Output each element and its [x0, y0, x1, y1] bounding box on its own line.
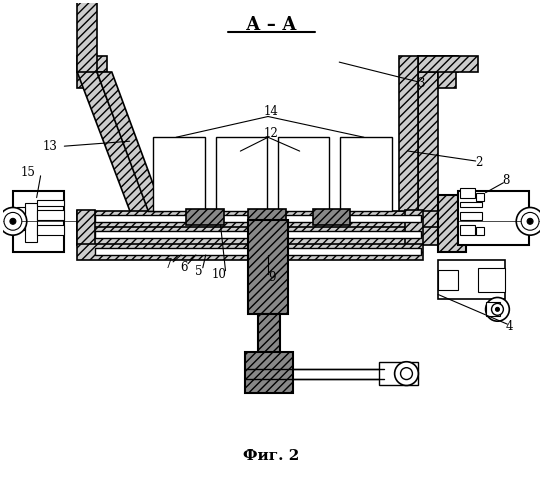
Bar	[17, 208, 25, 216]
Bar	[458, 190, 529, 245]
Bar	[77, 0, 97, 88]
Text: 8: 8	[503, 174, 510, 188]
Bar	[485, 302, 501, 316]
Bar	[438, 270, 458, 289]
Circle shape	[401, 368, 413, 380]
Bar	[77, 210, 95, 245]
Bar	[25, 202, 36, 242]
Text: 15: 15	[21, 166, 36, 179]
Bar	[36, 210, 64, 220]
Bar	[36, 200, 64, 205]
Bar	[248, 210, 286, 226]
Polygon shape	[77, 72, 151, 216]
Bar	[418, 56, 458, 72]
Bar	[77, 244, 424, 260]
Text: 9: 9	[268, 271, 276, 284]
Bar	[36, 226, 64, 235]
Text: 10: 10	[211, 268, 226, 281]
Circle shape	[395, 362, 418, 386]
Bar	[258, 314, 280, 354]
Bar	[476, 228, 484, 235]
Text: 12: 12	[264, 127, 279, 140]
Polygon shape	[97, 72, 163, 212]
Bar	[77, 56, 107, 72]
Bar	[460, 226, 475, 235]
Circle shape	[495, 308, 500, 312]
Bar	[460, 202, 482, 207]
Bar	[460, 188, 475, 198]
Bar	[95, 216, 421, 222]
Bar	[216, 138, 267, 212]
Circle shape	[10, 218, 16, 224]
Bar	[418, 56, 478, 72]
Text: 4: 4	[506, 320, 513, 332]
Bar	[245, 368, 384, 378]
Text: А – А: А – А	[245, 16, 296, 34]
Circle shape	[521, 212, 539, 230]
Circle shape	[516, 208, 543, 235]
Bar	[186, 210, 224, 226]
Bar	[418, 56, 438, 216]
Bar	[438, 194, 466, 252]
Text: 2: 2	[475, 156, 482, 170]
Bar	[13, 190, 64, 252]
Bar	[406, 210, 424, 245]
Bar	[95, 248, 421, 255]
Bar	[476, 192, 484, 200]
Bar	[313, 210, 350, 226]
Bar	[438, 56, 456, 88]
Text: 14: 14	[263, 105, 279, 118]
Text: 3: 3	[418, 78, 425, 90]
Bar	[278, 138, 330, 212]
Circle shape	[4, 212, 22, 230]
Bar	[248, 220, 288, 314]
Bar	[245, 352, 293, 394]
Bar	[77, 228, 478, 245]
Bar	[77, 212, 478, 229]
Bar	[17, 222, 25, 230]
Circle shape	[485, 298, 509, 321]
Text: 7: 7	[166, 258, 173, 272]
Bar	[478, 268, 506, 291]
Text: 13: 13	[42, 140, 58, 152]
Bar	[399, 56, 418, 212]
Text: 5: 5	[195, 266, 203, 278]
Bar	[340, 138, 392, 212]
Bar	[153, 138, 205, 212]
Circle shape	[491, 304, 503, 316]
Bar	[379, 362, 418, 386]
Text: 6: 6	[180, 262, 188, 274]
Bar	[95, 231, 421, 238]
Circle shape	[527, 218, 533, 224]
Text: Фиг. 2: Фиг. 2	[243, 448, 299, 462]
Bar	[460, 212, 482, 220]
Bar	[438, 260, 506, 300]
Circle shape	[0, 208, 27, 235]
